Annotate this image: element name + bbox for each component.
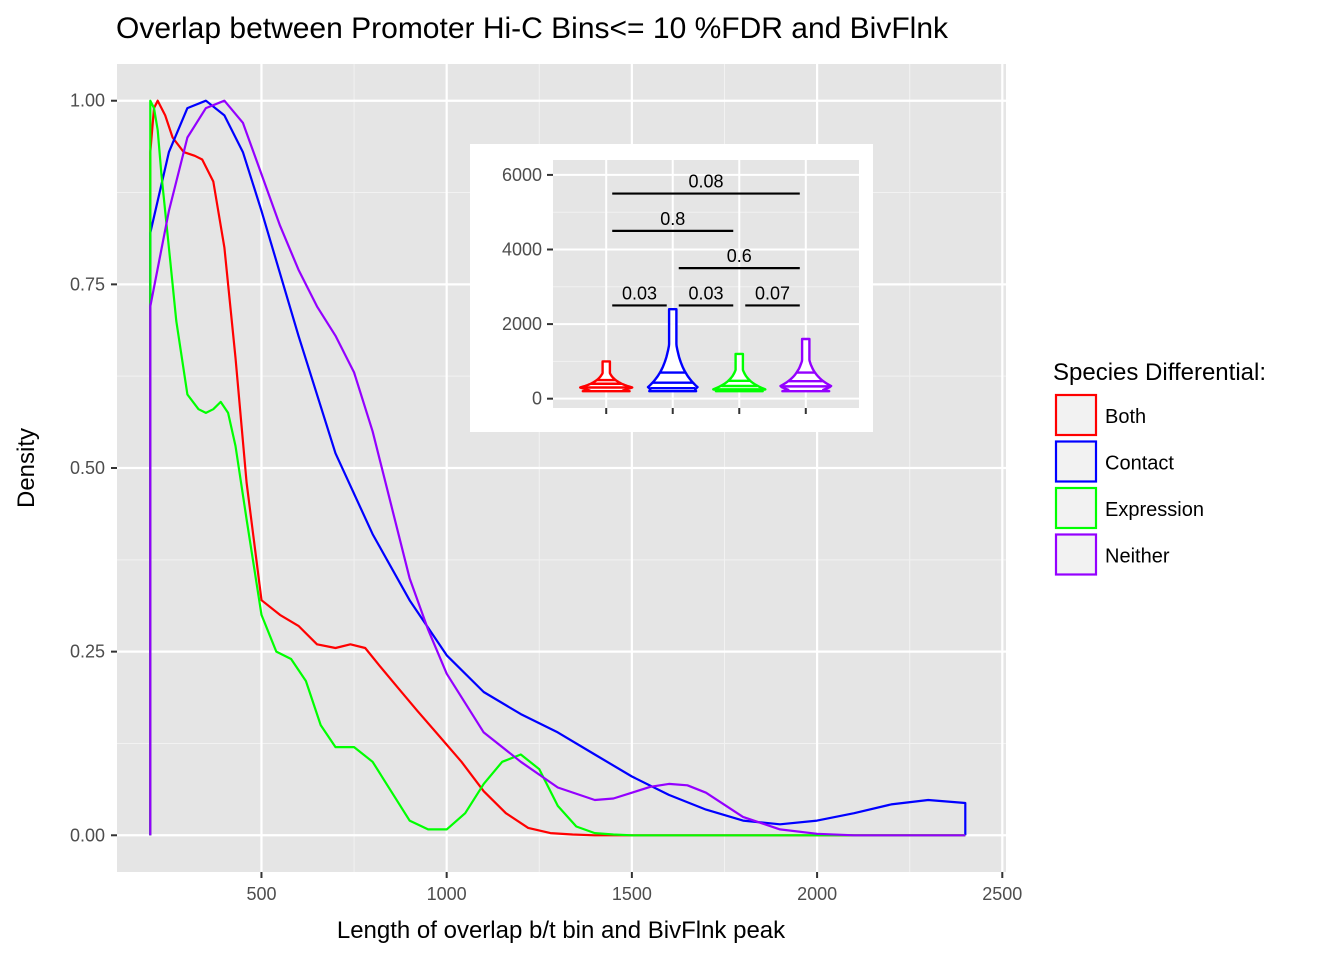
- chart-title: Overlap between Promoter Hi-C Bins<= 10 …: [116, 12, 949, 45]
- legend-key-both: [1054, 393, 1098, 437]
- legend-key-expression: [1054, 486, 1098, 530]
- density-series: [149, 99, 967, 837]
- x-tick-label: 2000: [797, 884, 837, 904]
- y-tick-label: 1.00: [70, 91, 105, 111]
- x-tick-label: 1000: [427, 884, 467, 904]
- legend-key-neither: [1054, 533, 1098, 576]
- inset-comparisons: 0.080.80.60.03 0.03 0.07: [612, 172, 800, 307]
- y-axis: 0.00 0.25 0.50 0.75 1.00: [70, 91, 117, 845]
- y-tick-label: 0.75: [70, 274, 105, 294]
- inset-y-axis: 0 2000 4000 6000: [502, 165, 553, 409]
- inset-y-tick-label: 4000: [502, 240, 542, 260]
- inset-y-tick-label: 6000: [502, 165, 542, 185]
- y-tick-label: 0.25: [70, 642, 105, 662]
- comparison-pvalue-label: 0.8: [660, 209, 685, 229]
- x-axis-label: Length of overlap b/t bin and BivFlnk pe…: [337, 917, 786, 944]
- legend-title: Species Differential:: [1053, 359, 1266, 386]
- legend-key-background: [1055, 440, 1097, 483]
- y-tick-label: 0.50: [70, 458, 105, 478]
- inset-x-axis: [605, 408, 807, 414]
- x-tick-label: 1500: [612, 884, 652, 904]
- x-tick-label: 2500: [982, 884, 1022, 904]
- violin-contact: [646, 308, 699, 393]
- legend-key-contact: [1054, 440, 1098, 483]
- comparison-pvalue-label: 0.08: [688, 172, 723, 192]
- inset-y-tick-label: 2000: [502, 314, 542, 334]
- comparison-pvalue-label: 0.03: [622, 283, 657, 303]
- series-line-contact: [149, 99, 967, 836]
- legend: Species Differential: Both Contact Express…: [1053, 359, 1266, 576]
- series-line-expression: [149, 99, 966, 837]
- legend-label: Both: [1105, 406, 1146, 428]
- inset-grid: [553, 160, 859, 408]
- violin-neither: [779, 337, 833, 393]
- series-line-neither: [149, 99, 966, 837]
- x-tick-label: 500: [246, 884, 276, 904]
- legend-key-background: [1055, 487, 1097, 529]
- x-axis: 500 1000 1500 2000 2500: [246, 872, 1022, 904]
- violin-expression: [712, 352, 767, 393]
- comparison-pvalue-label: 0.03: [688, 283, 723, 303]
- y-tick-label: 0.00: [70, 825, 105, 845]
- inset-y-tick-label: 0: [532, 389, 542, 409]
- comparison-pvalue-label: 0.07: [755, 283, 790, 303]
- legend-key-background: [1055, 394, 1097, 436]
- inset-violins: [579, 308, 833, 393]
- legend-label: Neither: [1105, 546, 1170, 568]
- comparison-pvalue-label: 0.6: [727, 246, 752, 266]
- legend-key-background: [1055, 533, 1097, 576]
- y-axis-label: Density: [13, 428, 40, 508]
- legend-items: Both Contact Expression Neither: [1054, 393, 1204, 576]
- legend-label: Contact: [1105, 453, 1174, 475]
- legend-label: Expression: [1105, 499, 1204, 521]
